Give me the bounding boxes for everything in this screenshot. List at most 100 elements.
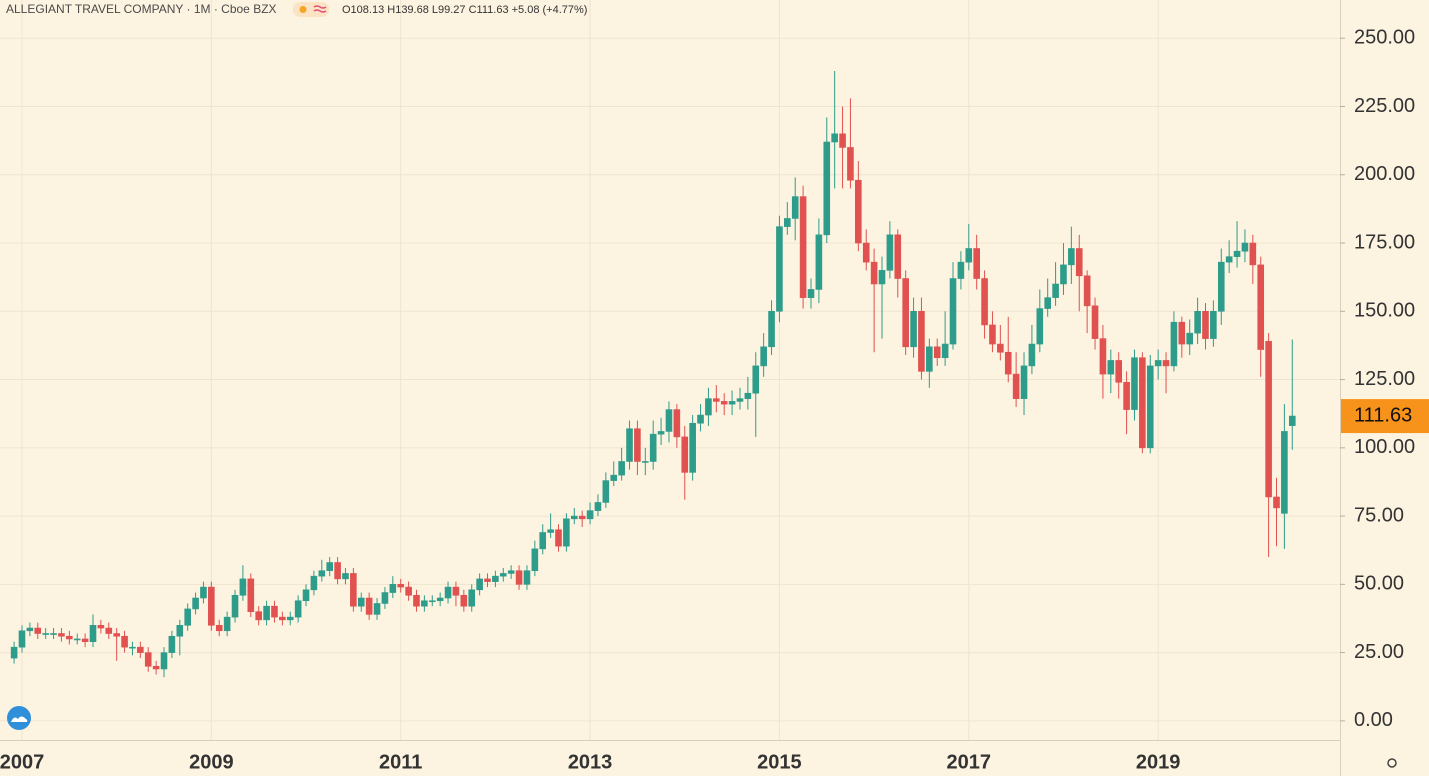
- candle-body: [657, 431, 665, 435]
- candle-body: [1170, 321, 1178, 367]
- y-tick-label: 50.00: [1354, 573, 1404, 595]
- candle-body: [665, 409, 673, 432]
- candle-body: [365, 597, 373, 615]
- sun-icon: [299, 6, 307, 13]
- candle-body: [1091, 305, 1099, 339]
- candle-body: [799, 196, 807, 298]
- candle-body: [933, 346, 941, 359]
- y-tick-label: 250.00: [1354, 27, 1415, 49]
- candle-body: [208, 586, 215, 626]
- candles: [10, 70, 1296, 678]
- candle-body: [555, 529, 562, 547]
- gear[interactable]: [1387, 758, 1397, 768]
- candle-body: [1194, 310, 1201, 334]
- y-tick-label: 125.00: [1354, 368, 1415, 390]
- candle-body: [610, 474, 618, 481]
- candle-body: [66, 635, 73, 640]
- candle-body: [697, 414, 704, 424]
- settings-icon[interactable]: [1387, 758, 1397, 768]
- time-axis: 2007 2009 2011 2013 2015 2017 2019: [0, 751, 1180, 773]
- candle-body: [160, 652, 168, 670]
- candle-body: [957, 261, 965, 279]
- candle-body: [1020, 365, 1028, 399]
- candle-body: [97, 625, 105, 629]
- candle-body: [941, 343, 949, 359]
- candle-body: [728, 401, 736, 405]
- y-tick-label: 25.00: [1354, 641, 1404, 663]
- candle-body: [318, 570, 326, 577]
- candle-body: [705, 398, 712, 416]
- candle-body: [129, 646, 136, 649]
- logo: [7, 706, 31, 730]
- candle-body: [791, 196, 799, 219]
- logo-cloud: [11, 716, 28, 722]
- candle-body: [428, 600, 436, 603]
- candle-body: [286, 616, 294, 621]
- candle-body: [586, 510, 594, 520]
- candle-body: [768, 310, 775, 348]
- candle-body: [192, 597, 199, 610]
- candle-body: [681, 436, 689, 473]
- candle-body: [89, 625, 97, 642]
- candle-body: [310, 575, 318, 591]
- candle-body: [531, 548, 539, 572]
- candle-body: [389, 584, 397, 593]
- candle-body: [1083, 275, 1091, 307]
- candle-body: [720, 401, 728, 405]
- candle-body: [981, 278, 988, 326]
- candle-body: [1241, 242, 1249, 252]
- candle-body: [10, 646, 18, 659]
- candle-body: [626, 428, 633, 462]
- candle-body: [578, 515, 586, 520]
- candle-body: [918, 310, 925, 372]
- candle-body: [989, 324, 996, 345]
- candle-body: [862, 242, 870, 263]
- candle-body: [523, 570, 531, 585]
- candle-body: [594, 502, 602, 511]
- candle-body: [1178, 321, 1186, 345]
- x-tick-label: 2015: [757, 751, 802, 773]
- candle-body: [894, 234, 902, 279]
- last-price-label: 111.63: [1354, 404, 1412, 426]
- candle-body: [1060, 264, 1067, 285]
- candle-body: [634, 428, 641, 462]
- candle-body: [870, 261, 878, 285]
- price-axis: 0.00 25.00 50.00 75.00 100.00 125.00 150.00 175…: [1340, 27, 1429, 731]
- candle-body: [823, 141, 831, 236]
- candle-body: [58, 633, 65, 637]
- candle-body: [965, 248, 973, 263]
- candle-body: [839, 133, 846, 148]
- candle-body: [184, 608, 191, 626]
- candle-body: [247, 578, 255, 612]
- candle-body: [1052, 283, 1059, 298]
- candle-body: [1075, 248, 1083, 277]
- candle-body: [215, 625, 223, 632]
- candle-body: [397, 584, 405, 588]
- candle-body: [847, 147, 854, 181]
- candle-body: [910, 310, 917, 348]
- candle-body: [507, 570, 515, 574]
- candle-body: [997, 343, 1004, 353]
- candle-body: [641, 461, 649, 463]
- y-tick-label: 175.00: [1354, 231, 1415, 253]
- x-tick-label: 2007: [0, 751, 44, 773]
- candle-body: [421, 600, 428, 607]
- candle-body: [18, 630, 26, 648]
- candle-body: [902, 278, 909, 348]
- candle-body: [373, 603, 381, 615]
- candle-body: [294, 600, 302, 618]
- candle-body: [1202, 310, 1209, 339]
- y-tick-label: 100.00: [1354, 436, 1415, 458]
- candle-body: [547, 529, 554, 533]
- candle-body: [1257, 264, 1265, 350]
- candle-body: [1004, 351, 1012, 375]
- candle-body: [1265, 341, 1272, 498]
- candle-body: [602, 480, 610, 503]
- candle-body: [42, 633, 49, 635]
- candle-body: [239, 578, 247, 596]
- candle-body: [121, 635, 128, 648]
- candle-body: [752, 365, 760, 394]
- candle-body: [81, 638, 89, 642]
